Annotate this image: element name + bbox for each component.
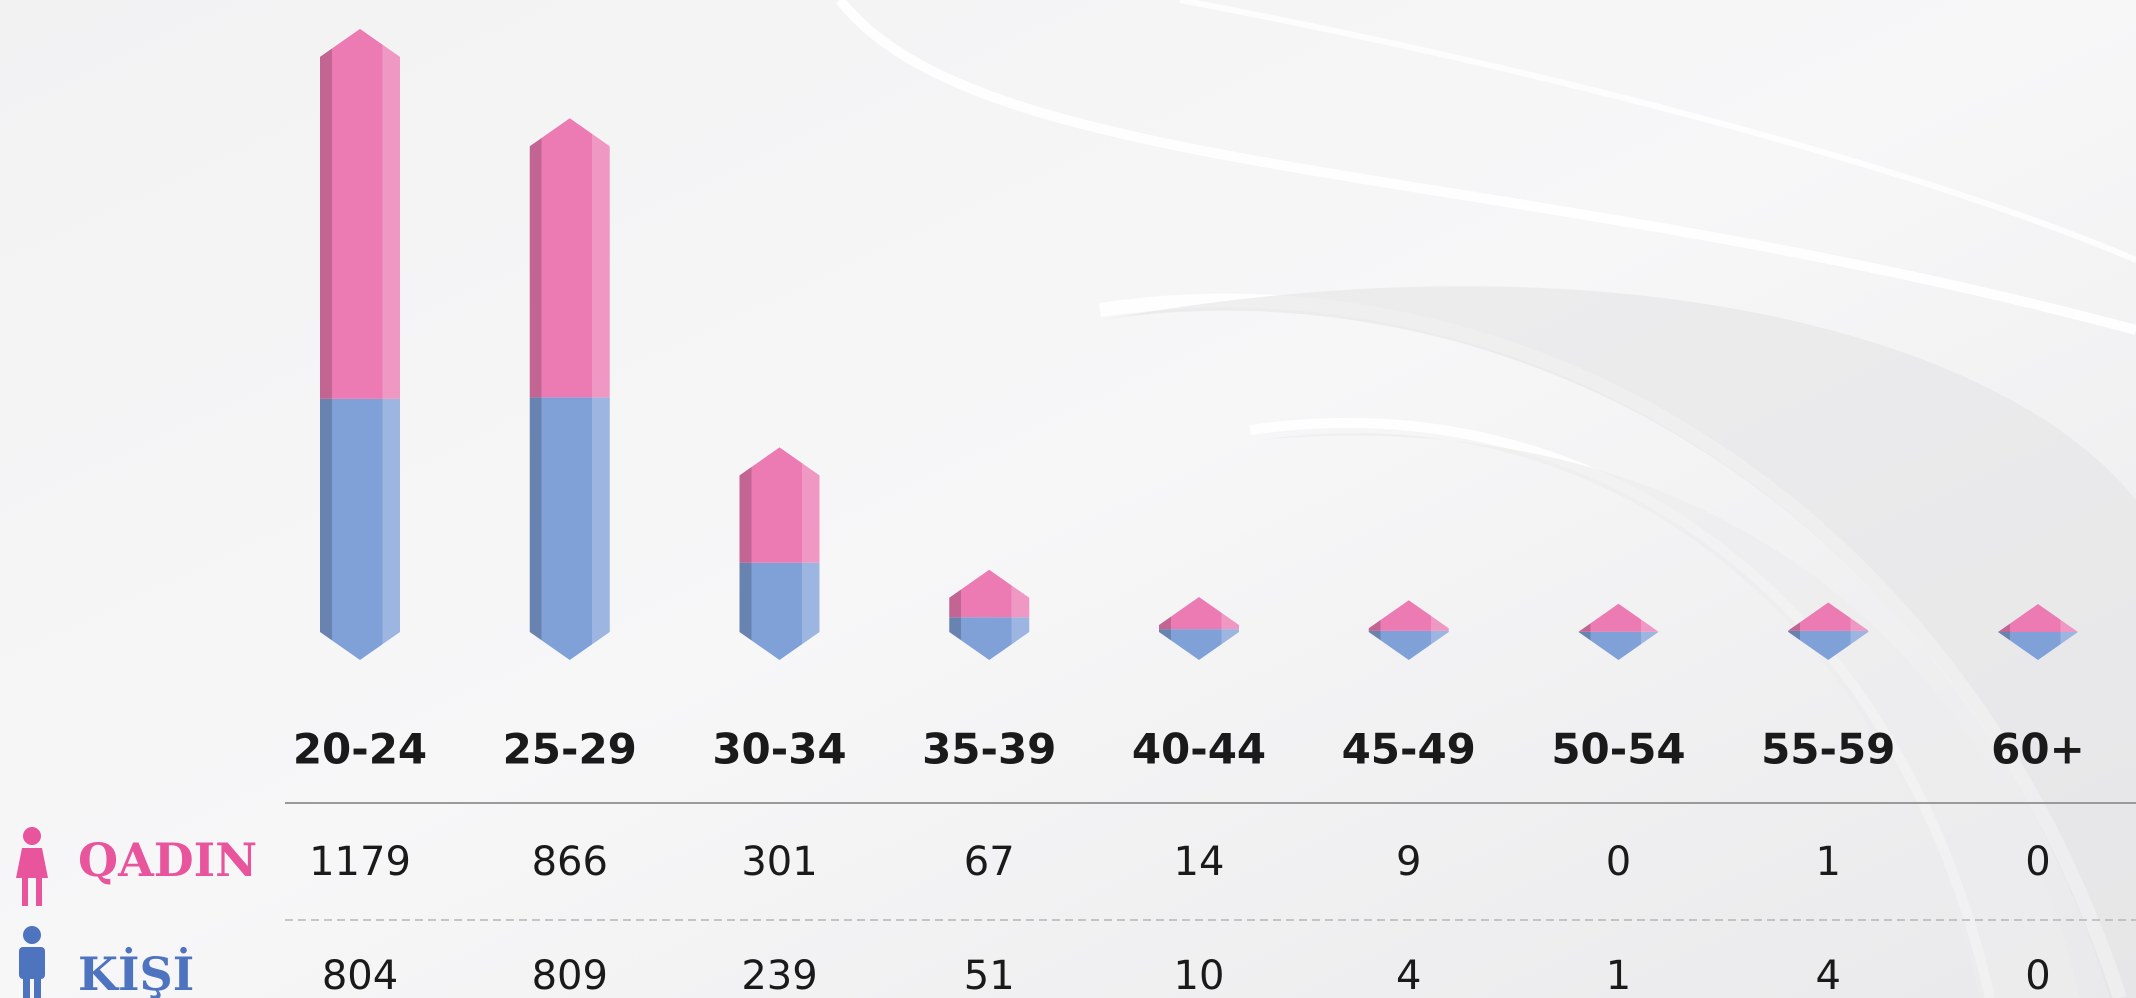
value-label: 804 xyxy=(322,953,398,998)
bar-segment xyxy=(949,569,1030,618)
legend-label: QADIN xyxy=(78,833,257,887)
background-swooshes xyxy=(836,0,2136,998)
bar-segment xyxy=(320,28,400,399)
bar-segment xyxy=(1578,631,1659,660)
x-tick-label: 40-44 xyxy=(1132,725,1266,774)
bar-segment xyxy=(1578,603,1659,632)
value-label: 4 xyxy=(1816,953,1841,998)
x-tick-label: 20-24 xyxy=(293,725,427,774)
bar-segment xyxy=(1368,600,1449,631)
x-tick-label: 50-54 xyxy=(1551,725,1685,774)
bar-segment xyxy=(1998,604,2078,632)
value-label: 9 xyxy=(1396,839,1421,885)
value-label: 239 xyxy=(741,953,817,998)
x-tick-label: 35-39 xyxy=(922,725,1056,774)
bar-segment xyxy=(1159,597,1239,630)
bar-segment xyxy=(320,398,400,660)
value-label: 1 xyxy=(1606,953,1631,998)
x-tick-label: 60+ xyxy=(1991,725,2085,774)
bar-segment xyxy=(529,118,610,398)
value-label: 866 xyxy=(532,839,608,885)
bar-segment xyxy=(1788,602,1869,631)
value-label: 14 xyxy=(1174,839,1225,885)
value-label: 0 xyxy=(2025,953,2050,998)
bar-segment xyxy=(739,447,820,563)
x-tick-label: 45-49 xyxy=(1342,725,1476,774)
legend-label: KİŞİ xyxy=(78,946,194,998)
bar-segment xyxy=(739,562,820,660)
bar-segment xyxy=(1368,630,1449,660)
bar-segment xyxy=(1159,629,1239,660)
value-label: 809 xyxy=(532,953,608,998)
value-label: 67 xyxy=(964,839,1015,885)
x-tick-label: 25-29 xyxy=(503,725,637,774)
value-label: 301 xyxy=(741,839,817,885)
female-icon xyxy=(16,827,48,906)
value-label: 4 xyxy=(1396,953,1421,998)
value-label: 1179 xyxy=(309,839,411,885)
x-tick-label: 30-34 xyxy=(712,725,846,774)
value-label: 1 xyxy=(1816,839,1841,885)
bar-segment xyxy=(1788,630,1869,660)
value-label: 0 xyxy=(2025,839,2050,885)
bar-segment xyxy=(949,617,1030,660)
x-tick-label: 55-59 xyxy=(1761,725,1895,774)
value-label: 51 xyxy=(964,953,1015,998)
bar-segment xyxy=(1998,632,2078,660)
value-label: 10 xyxy=(1174,953,1225,998)
value-label: 0 xyxy=(1606,839,1631,885)
bar-segment xyxy=(529,397,610,660)
male-icon xyxy=(19,926,45,998)
